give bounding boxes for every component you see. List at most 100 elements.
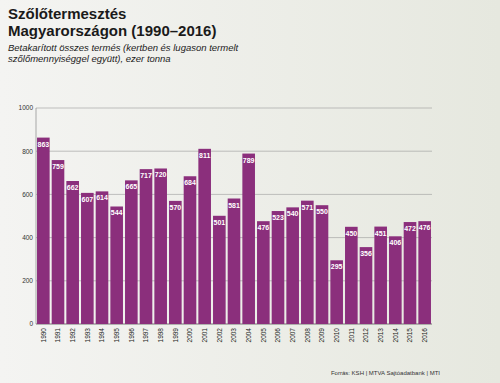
x-tick-label: 2005 xyxy=(260,328,267,343)
bar xyxy=(110,206,123,324)
data-label: 614 xyxy=(96,194,108,201)
x-tick-label: 2013 xyxy=(377,328,384,343)
text-line: Magyarországon (1990–2016) xyxy=(8,22,216,39)
x-tick-label: 2001 xyxy=(201,328,208,343)
x-tick-label: 1991 xyxy=(54,328,61,343)
x-tick-label: 2011 xyxy=(348,328,355,342)
title: SzőlőtermesztésMagyarországon (1990–2016… xyxy=(8,5,216,39)
data-label: 295 xyxy=(331,263,343,270)
x-tick-label: 1994 xyxy=(98,328,105,343)
grid-line xyxy=(36,151,432,152)
text-line: Betakarított összes termés (kertben és l… xyxy=(8,42,239,53)
y-tick-label: 0 xyxy=(29,320,33,327)
data-label: 581 xyxy=(228,202,240,209)
bar xyxy=(154,168,167,324)
bar xyxy=(66,181,79,324)
bar xyxy=(360,247,373,324)
bar xyxy=(242,154,255,324)
bar xyxy=(125,180,138,324)
x-tick-label: 1990 xyxy=(40,328,47,343)
text-line: szőlőmennyiséggel együtt), ezer tonna xyxy=(8,53,171,64)
bar xyxy=(169,201,182,324)
x-tick-label: 1995 xyxy=(113,328,120,343)
data-label: 570 xyxy=(169,204,181,211)
data-label: 544 xyxy=(111,209,123,216)
bar xyxy=(418,221,431,324)
source: Forrás: KSH | MTVA Sajtóadatbank | MTI xyxy=(331,370,440,376)
bar xyxy=(272,211,285,324)
bar xyxy=(198,149,211,324)
data-label: 501 xyxy=(213,219,225,226)
y-tick-label: 200 xyxy=(22,277,33,284)
bars xyxy=(37,138,431,324)
background xyxy=(0,0,500,383)
x-tick-label: 2015 xyxy=(406,328,413,343)
chart-root: SzőlőtermesztésMagyarországon (1990–2016… xyxy=(0,0,500,383)
bar xyxy=(316,205,329,324)
bar xyxy=(96,191,109,324)
bar xyxy=(228,199,241,324)
x-tick-label: 1998 xyxy=(157,328,164,343)
data-label: 789 xyxy=(243,157,255,164)
data-label: 665 xyxy=(125,183,137,190)
bar xyxy=(330,260,343,324)
y-tick-label: 600 xyxy=(22,191,33,198)
data-label: 523 xyxy=(272,214,284,221)
x-tick-label: 2002 xyxy=(216,328,223,343)
x-tick-label: 2003 xyxy=(230,328,237,343)
bar xyxy=(404,222,417,324)
x-tick-label: 2009 xyxy=(318,328,325,343)
bar xyxy=(81,193,94,324)
text-line: Szőlőtermesztés xyxy=(8,5,126,22)
subtitle: Betakarított összes termés (kertben és l… xyxy=(8,42,239,64)
data-label: 863 xyxy=(37,141,49,148)
x-tick-label: 1992 xyxy=(69,328,76,343)
x-tick-label: 2000 xyxy=(186,328,193,343)
data-label: 662 xyxy=(67,184,79,191)
bar xyxy=(286,207,299,324)
data-label: 759 xyxy=(52,163,64,170)
x-tick-label: 2014 xyxy=(392,328,399,343)
bar xyxy=(184,176,197,324)
data-label: 684 xyxy=(184,179,196,186)
data-label: 451 xyxy=(375,230,387,237)
x-tick-label: 2010 xyxy=(333,328,340,343)
data-label: 550 xyxy=(316,208,328,215)
data-label: 571 xyxy=(301,204,313,211)
data-label: 450 xyxy=(345,230,357,237)
x-tick-label: 2016 xyxy=(421,328,428,343)
x-tick-label: 2006 xyxy=(274,328,281,343)
x-tick-label: 2012 xyxy=(362,328,369,343)
bar xyxy=(345,227,358,324)
x-tick-label: 1993 xyxy=(84,328,91,343)
bar xyxy=(52,160,65,324)
y-tick-label: 800 xyxy=(22,148,33,155)
data-label: 472 xyxy=(404,225,416,232)
bar xyxy=(374,227,387,324)
bar xyxy=(389,236,402,324)
grid-line xyxy=(36,108,432,109)
bar xyxy=(257,221,270,324)
data-label: 811 xyxy=(199,152,210,159)
data-label: 356 xyxy=(360,250,372,257)
data-label: 406 xyxy=(389,239,401,246)
x-tick-label: 1997 xyxy=(142,328,149,343)
data-label: 540 xyxy=(287,210,299,217)
data-label: 607 xyxy=(81,196,93,203)
data-label: 720 xyxy=(155,171,167,178)
y-axis-line xyxy=(36,108,37,324)
x-tick-label: 1999 xyxy=(172,328,179,343)
y-tick-label: 1000 xyxy=(19,104,34,111)
x-tick-label: 1996 xyxy=(128,328,135,343)
bar xyxy=(301,201,314,324)
x-tick-label: 2008 xyxy=(304,328,311,343)
data-label: 476 xyxy=(419,224,431,231)
bar xyxy=(140,169,153,324)
bar xyxy=(213,216,226,324)
x-tick-label: 2007 xyxy=(289,328,296,343)
data-label: 476 xyxy=(257,224,269,231)
y-tick-label: 400 xyxy=(22,234,33,241)
data-label: 717 xyxy=(140,172,152,179)
x-tick-label: 2004 xyxy=(245,328,252,343)
bar xyxy=(37,138,50,324)
